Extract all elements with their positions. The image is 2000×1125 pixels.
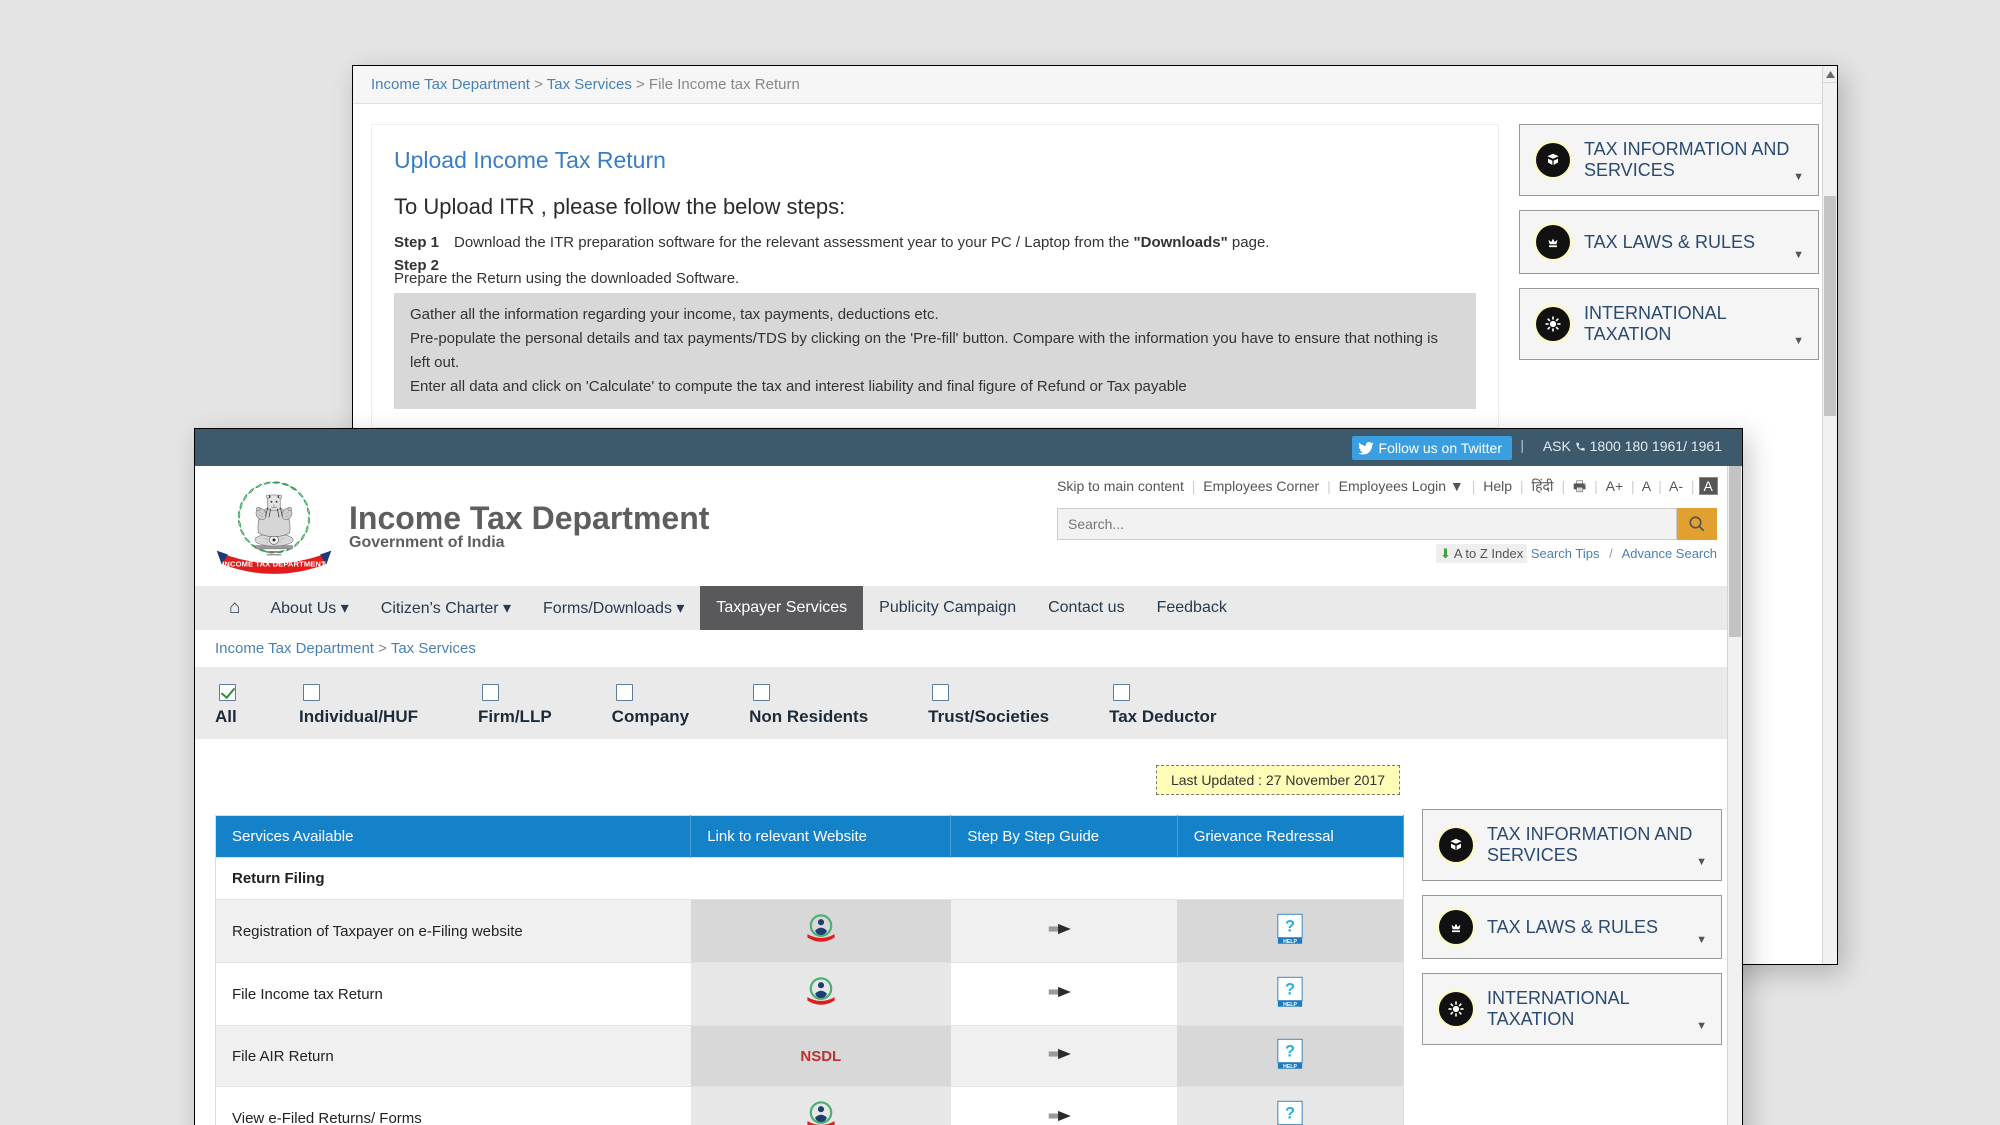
svg-text:?: ? bbox=[1285, 1043, 1295, 1061]
svg-text:?: ? bbox=[1285, 981, 1295, 999]
svg-text:?: ? bbox=[1285, 918, 1295, 936]
svg-text:INCOME TAX DEPARTMENT: INCOME TAX DEPARTMENT bbox=[222, 559, 326, 568]
svg-text:HELP: HELP bbox=[1283, 1002, 1297, 1008]
svg-text:HELP: HELP bbox=[1283, 1064, 1297, 1070]
svg-text:HELP: HELP bbox=[1283, 939, 1297, 945]
svg-text:?: ? bbox=[1285, 1105, 1295, 1123]
